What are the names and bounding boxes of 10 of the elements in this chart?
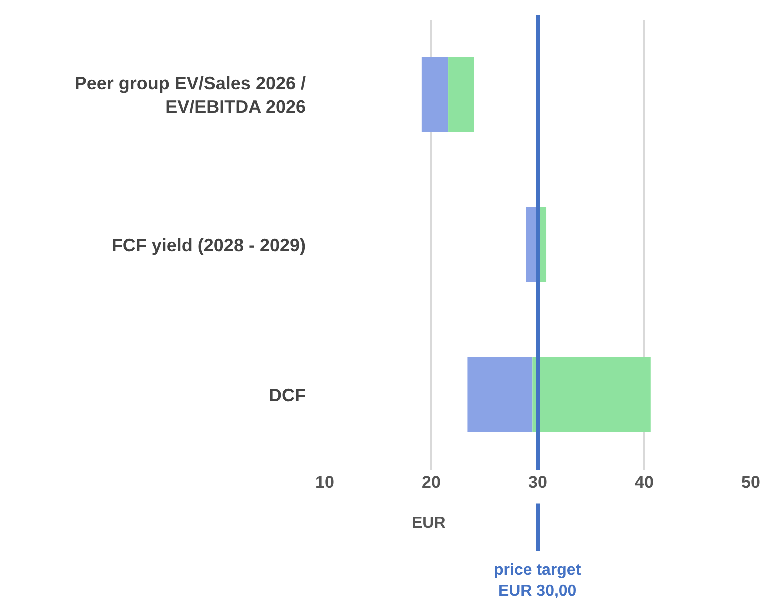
y-tick-label: Peer group EV/Sales 2026 / EV/EBITDA 2026: [74, 74, 306, 117]
y-tick-label: DCF: [269, 385, 306, 406]
x-tick-label: 40: [635, 473, 654, 492]
x-tick-label: 20: [422, 473, 441, 492]
ref-line-label: price target EUR 30,00: [494, 562, 582, 600]
x-tick-label: 50: [742, 473, 760, 492]
y-tick-label: FCF yield (2028 - 2029): [112, 235, 306, 256]
x-tick-label: 10: [316, 473, 334, 492]
x-axis-title: EUR: [412, 515, 446, 532]
x-tick-label: 30: [528, 473, 548, 492]
